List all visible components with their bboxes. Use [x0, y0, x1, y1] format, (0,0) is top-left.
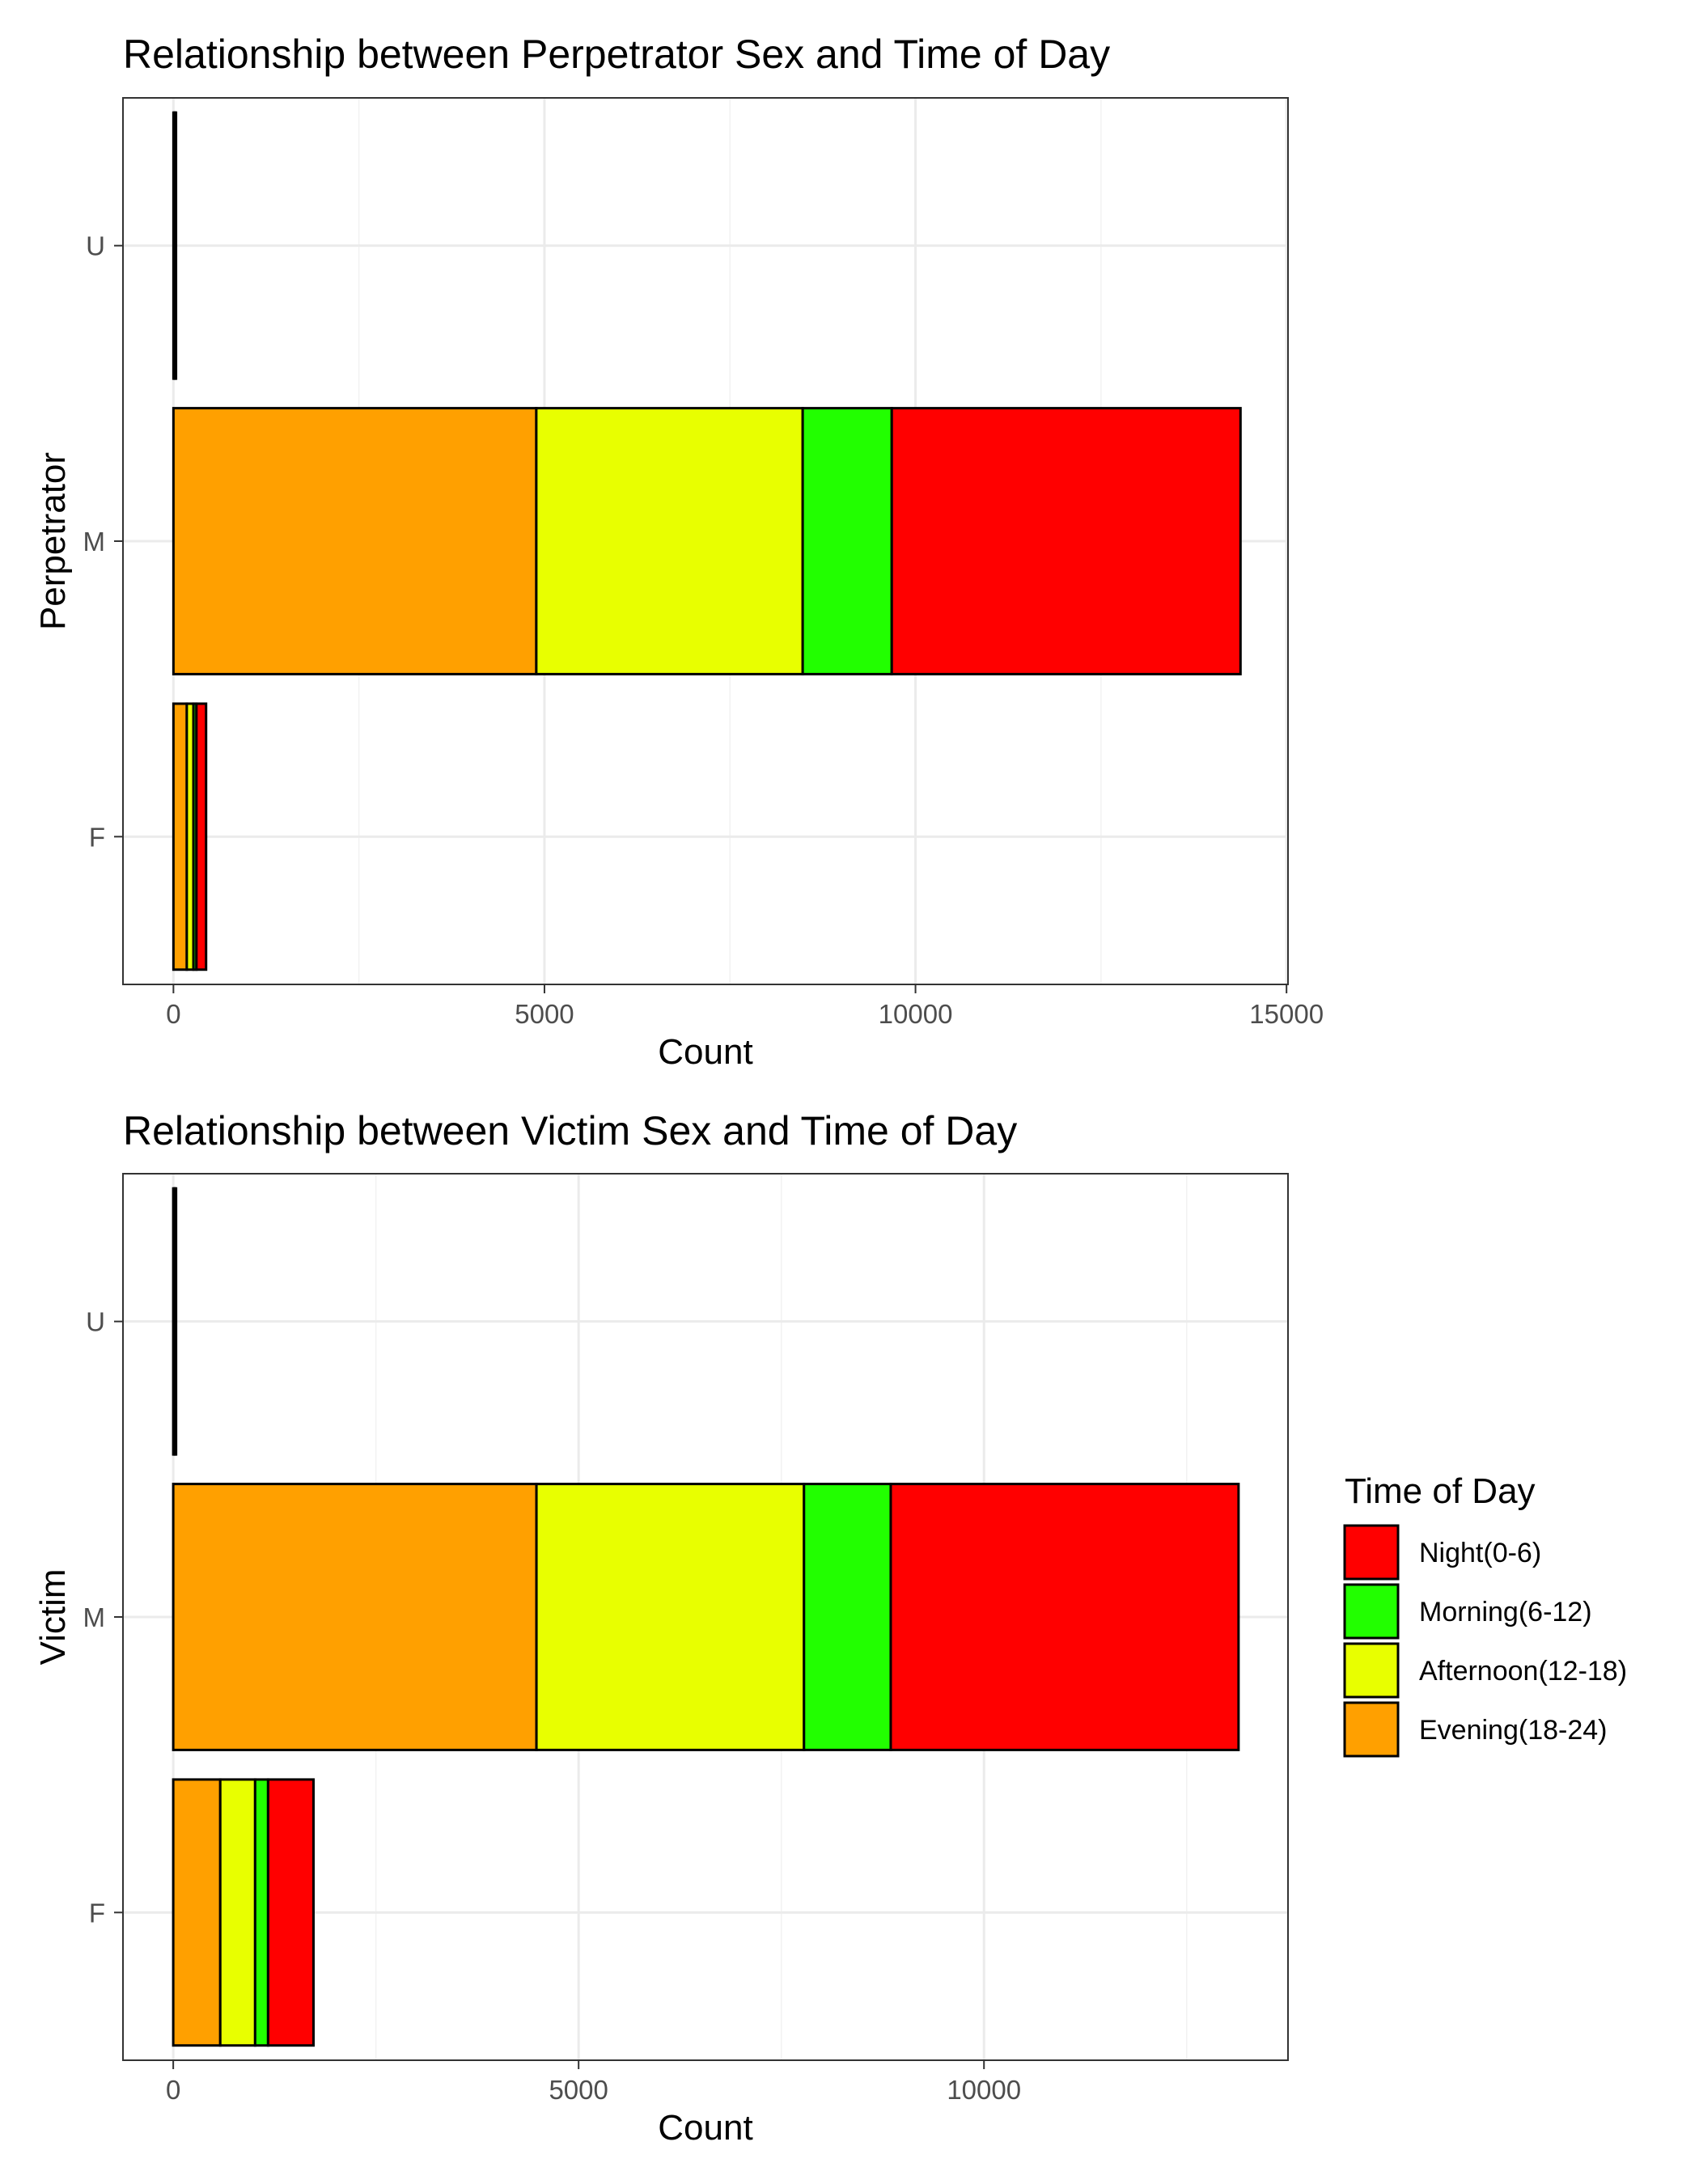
legend-label-morning: Morning(6-12) [1419, 1597, 1592, 1627]
bar-f-evening-18-24 [172, 1778, 222, 2047]
x-tick-label: 0 [166, 999, 180, 1029]
ticks: 0 5000 10000 15000 F M U [83, 231, 1324, 1029]
legend-label-night: Night(0-6) [1419, 1538, 1541, 1568]
legend-key-morning [1343, 1583, 1400, 1640]
bar-f-night-0-6 [266, 1778, 315, 2047]
perpetrator-chart: Relationship between Perpetrator Sex and… [33, 32, 1324, 1072]
bar-m-morning-6-12 [803, 1483, 892, 1751]
legend-key-night [1343, 1524, 1400, 1581]
y-tick-label: M [83, 527, 106, 557]
ticks: 0 5000 10000 F M U [83, 1307, 1022, 2105]
legend-label-evening: Evening(18-24) [1419, 1715, 1607, 1746]
chart-title: Relationship between Perpetrator Sex and… [123, 32, 1110, 77]
x-tick-label: 5000 [549, 2075, 608, 2105]
y-tick-label: M [83, 1602, 106, 1632]
legend-key-afternoon [1343, 1642, 1400, 1699]
bar-m-evening-18-24 [172, 407, 538, 675]
bars [172, 111, 1242, 971]
y-tick-label: F [89, 822, 105, 852]
bar-m-night-0-6 [890, 407, 1242, 675]
y-tick-label: U [86, 1307, 105, 1337]
x-axis-title: Count [658, 2108, 752, 2148]
bar-m-afternoon-12-18 [535, 407, 804, 675]
bars [172, 1187, 1240, 2047]
bar-f-afternoon-12-18 [218, 1778, 256, 2047]
victim-chart: Relationship between Victim Sex and Time… [33, 1108, 1289, 2148]
bar-f-evening-18-24 [172, 702, 189, 971]
x-tick-label: 10000 [879, 999, 953, 1029]
legend: Time of Day Night(0-6) Morning(6-12) After… [1343, 1471, 1627, 1758]
bar-f-night-0-6 [195, 702, 208, 971]
bar-f-morning-6-12 [253, 1778, 269, 2047]
chart-title: Relationship between Victim Sex and Time… [123, 1108, 1017, 1153]
x-axis-title: Count [658, 1032, 752, 1072]
x-tick-label: 0 [166, 2075, 180, 2105]
legend-label-afternoon: Afternoon(12-18) [1419, 1656, 1627, 1687]
x-tick-label: 10000 [947, 2075, 1021, 2105]
y-axis-title: Victim [33, 1569, 73, 1666]
y-axis-title: Perpetrator [33, 452, 73, 630]
legend-key-evening [1343, 1701, 1400, 1758]
x-tick-label: 15000 [1249, 999, 1324, 1029]
legend-title: Time of Day [1345, 1471, 1536, 1511]
y-tick-label: U [86, 231, 105, 261]
bar-m-afternoon-12-18 [535, 1483, 806, 1751]
bar-m-evening-18-24 [172, 1483, 538, 1751]
bar-m-night-0-6 [889, 1483, 1240, 1751]
x-tick-label: 5000 [515, 999, 574, 1029]
y-tick-label: F [89, 1898, 105, 1928]
bar-m-morning-6-12 [801, 407, 893, 675]
